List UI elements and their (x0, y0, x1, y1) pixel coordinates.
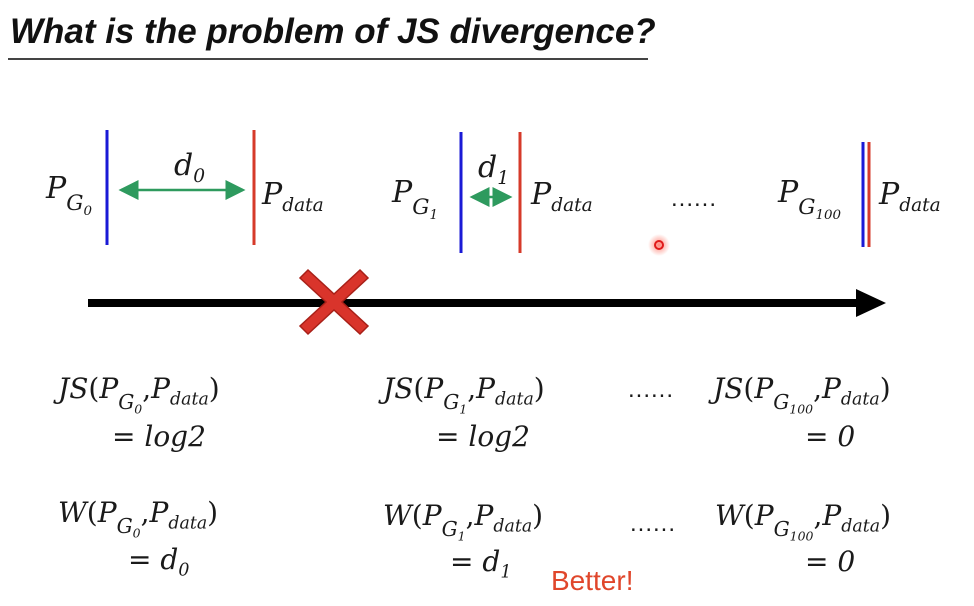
slide-title: What is the problem of JS divergence? (10, 12, 656, 51)
js-ellipsis: ...... (628, 376, 675, 403)
pg100-label: PG100 (778, 175, 841, 223)
title-underline (8, 58, 648, 60)
pdata1-label: Pdata (531, 177, 593, 217)
js-expr-0: JS(PG0,Pdata) (58, 372, 220, 417)
pointer-dot (654, 240, 664, 250)
w-ellipsis: ...... (630, 510, 677, 537)
w-result-100: = 0 (805, 545, 856, 578)
pointer-dot-glow (648, 234, 670, 256)
better-annotation: Better! (551, 565, 634, 596)
w-result-0: = d0 (128, 543, 190, 581)
w-result-1: = d1 (450, 545, 512, 583)
d0-label: d0 (174, 148, 206, 188)
w-expr-1: W(PG1,Pdata) (383, 499, 544, 544)
pdata100-label: Pdata (879, 177, 941, 217)
js-result-1: = log2 (436, 420, 530, 453)
pg1-label: PG1 (392, 175, 438, 223)
w-expr-100: W(PG100,Pdata) (715, 499, 891, 544)
js-expr-100: JS(PG100,Pdata) (713, 372, 891, 417)
w-expr-0: W(PG0,Pdata) (58, 496, 219, 541)
js-result-100: = 0 (805, 420, 856, 453)
timeline-arrowhead (856, 289, 886, 317)
cross-icon (298, 268, 370, 336)
pdata0-label: Pdata (262, 177, 324, 217)
d1-label: d1 (478, 150, 510, 190)
js-result-0: = log2 (112, 420, 206, 453)
pg0-label: PG0 (46, 171, 92, 219)
js-expr-1: JS(PG1,Pdata) (383, 372, 545, 417)
top-ellipsis: ...... (671, 185, 718, 212)
